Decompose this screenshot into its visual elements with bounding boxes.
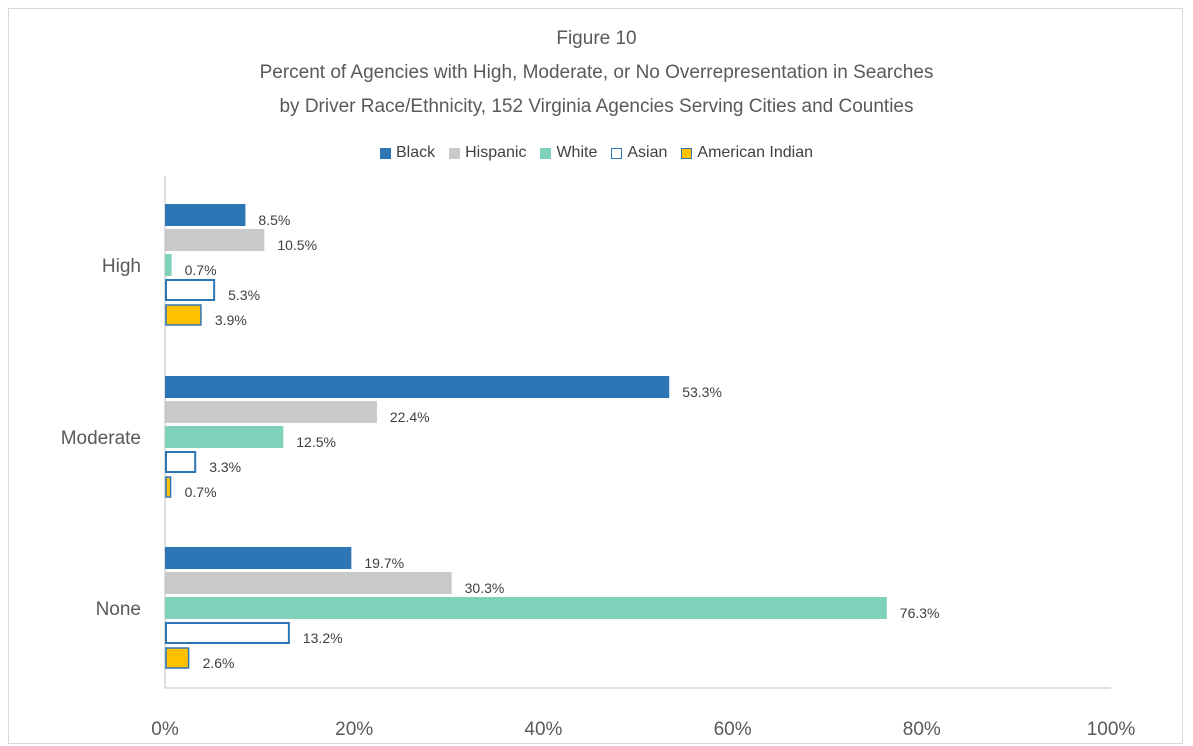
data-label-white-none: 76.3% [900, 605, 940, 621]
bar-asian-none [165, 622, 290, 644]
legend-label-white: White [556, 144, 598, 161]
legend-swatch-white [540, 147, 552, 159]
legend-swatch-asian [611, 147, 623, 159]
x-tick-label: 20% [335, 719, 373, 740]
bar-black-high [165, 204, 246, 226]
legend-label-black: Black [395, 144, 436, 161]
legend-label-asian: Asian [627, 144, 668, 161]
bar-american-indian-none [165, 647, 190, 669]
legend-item-hispanic: Hispanic [449, 144, 526, 162]
legend-item-asian: Asian [611, 144, 667, 162]
category-label-moderate: Moderate [61, 428, 141, 449]
category-label-none: None [96, 599, 141, 620]
legend-label-hispanic: Hispanic [465, 144, 527, 161]
x-tick-label: 60% [714, 719, 752, 740]
data-label-hispanic-none: 30.3% [465, 580, 505, 596]
x-tick-label: 0% [151, 719, 179, 740]
data-label-black-none: 19.7% [364, 555, 404, 571]
bar-hispanic-moderate [165, 401, 377, 423]
x-tick-label: 100% [1087, 719, 1136, 740]
data-label-american-indian-none: 2.6% [203, 655, 235, 671]
data-label-hispanic-moderate: 22.4% [390, 409, 430, 425]
bar-black-none [165, 547, 352, 569]
data-label-hispanic-high: 10.5% [277, 237, 317, 253]
bar-asian-moderate [165, 451, 197, 473]
chart-legend: Black Hispanic White Asian American Indian [0, 144, 1193, 162]
chart-subtitle-line-1: Percent of Agencies with High, Moderate,… [259, 62, 934, 83]
data-label-asian-none: 13.2% [303, 630, 343, 646]
data-label-black-high: 8.5% [258, 212, 290, 228]
legend-swatch-black [379, 147, 391, 159]
data-label-asian-moderate: 3.3% [209, 459, 241, 475]
legend-swatch-hispanic [449, 147, 461, 159]
bar-american-indian-high [165, 304, 202, 326]
bar-black-moderate [165, 376, 670, 398]
chart-subtitle-line-2: by Driver Race/Ethnicity, 152 Virginia A… [279, 96, 914, 117]
bar-white-moderate [165, 426, 284, 448]
legend-item-black: Black [379, 144, 436, 162]
data-label-white-moderate: 12.5% [296, 434, 336, 450]
legend-label-american-indian: American Indian [697, 144, 814, 161]
bar-hispanic-none [165, 572, 452, 594]
legend-swatch-american-indian [681, 147, 693, 159]
bar-white-high [165, 254, 172, 276]
legend-item-white: White [540, 144, 597, 162]
chart-title: Figure 10 [556, 28, 637, 49]
bar-american-indian-moderate [165, 476, 172, 498]
data-label-asian-high: 5.3% [228, 287, 260, 303]
bar-hispanic-high [165, 229, 265, 251]
data-label-american-indian-high: 3.9% [215, 312, 247, 328]
bar-white-none [165, 597, 887, 619]
legend-item-american-indian: American Indian [681, 144, 813, 162]
data-label-black-moderate: 53.3% [682, 384, 722, 400]
x-tick-label: 80% [903, 719, 941, 740]
bar-asian-high [165, 279, 216, 301]
data-label-american-indian-moderate: 0.7% [185, 484, 217, 500]
data-label-white-high: 0.7% [185, 262, 217, 278]
category-label-high: High [102, 256, 141, 277]
x-tick-label: 40% [524, 719, 562, 740]
